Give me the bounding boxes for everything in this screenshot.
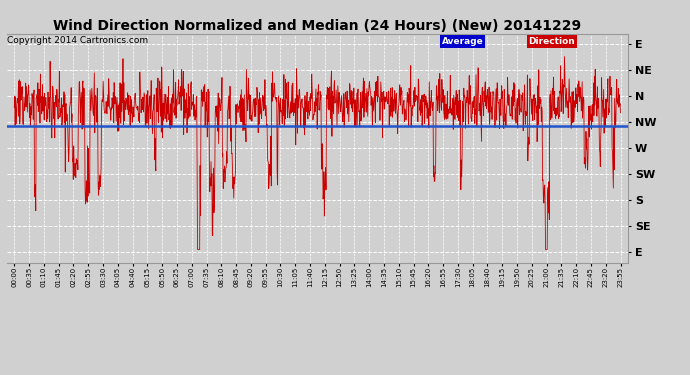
Text: Direction: Direction	[529, 37, 575, 46]
Text: Average: Average	[442, 37, 484, 46]
Title: Wind Direction Normalized and Median (24 Hours) (New) 20141229: Wind Direction Normalized and Median (24…	[53, 19, 582, 33]
Text: Copyright 2014 Cartronics.com: Copyright 2014 Cartronics.com	[7, 36, 148, 45]
